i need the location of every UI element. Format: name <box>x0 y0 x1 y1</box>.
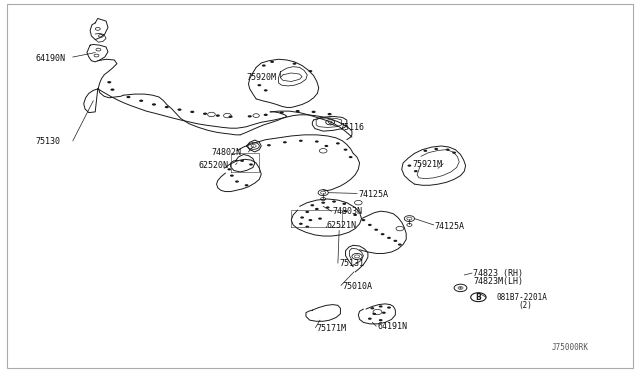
Circle shape <box>374 229 378 231</box>
Circle shape <box>283 141 287 143</box>
Circle shape <box>315 208 319 210</box>
Circle shape <box>381 233 385 235</box>
Circle shape <box>394 240 397 242</box>
Circle shape <box>240 160 244 162</box>
Circle shape <box>203 113 207 115</box>
Circle shape <box>257 84 261 86</box>
Circle shape <box>408 164 412 167</box>
Circle shape <box>460 287 462 289</box>
Circle shape <box>344 148 348 151</box>
Circle shape <box>324 145 328 147</box>
Circle shape <box>321 202 325 204</box>
Text: B: B <box>476 293 481 302</box>
Circle shape <box>382 312 386 314</box>
Text: J75000RK: J75000RK <box>551 343 588 352</box>
Circle shape <box>111 89 115 91</box>
Text: 74125A: 74125A <box>358 190 388 199</box>
Circle shape <box>296 110 300 112</box>
Text: 74803N: 74803N <box>333 208 363 217</box>
Circle shape <box>300 217 304 219</box>
Circle shape <box>362 219 365 221</box>
Circle shape <box>379 305 383 308</box>
Circle shape <box>216 115 220 117</box>
Circle shape <box>424 150 428 152</box>
Circle shape <box>308 70 312 72</box>
Circle shape <box>353 214 357 216</box>
Circle shape <box>349 156 353 158</box>
Circle shape <box>332 201 336 203</box>
Circle shape <box>227 168 231 170</box>
Circle shape <box>326 206 330 209</box>
Text: (2): (2) <box>518 301 532 310</box>
Circle shape <box>228 116 232 118</box>
Circle shape <box>230 174 234 177</box>
Text: 62521N: 62521N <box>326 221 356 230</box>
Circle shape <box>305 211 309 213</box>
Circle shape <box>446 148 450 151</box>
Circle shape <box>414 170 418 172</box>
Circle shape <box>368 318 372 320</box>
Circle shape <box>292 62 296 65</box>
Text: 64190N: 64190N <box>36 54 66 62</box>
Circle shape <box>328 113 332 115</box>
Circle shape <box>126 96 131 98</box>
Circle shape <box>310 204 314 206</box>
Text: 74823M(LH): 74823M(LH) <box>473 277 524 286</box>
Circle shape <box>435 148 438 150</box>
Circle shape <box>452 151 456 154</box>
Text: 74802N: 74802N <box>211 148 241 157</box>
Circle shape <box>372 313 376 315</box>
Circle shape <box>387 237 391 239</box>
Circle shape <box>177 109 182 111</box>
Circle shape <box>308 219 312 221</box>
Circle shape <box>264 89 268 92</box>
Circle shape <box>139 100 143 102</box>
Text: 74823 (RH): 74823 (RH) <box>473 269 524 278</box>
Circle shape <box>315 140 319 142</box>
Circle shape <box>267 144 271 146</box>
Circle shape <box>371 307 374 310</box>
Circle shape <box>368 224 372 226</box>
Circle shape <box>280 112 284 114</box>
Circle shape <box>249 163 253 166</box>
Circle shape <box>344 210 348 212</box>
Text: 74125A: 74125A <box>435 221 465 231</box>
Circle shape <box>152 103 156 106</box>
Circle shape <box>164 106 169 108</box>
Circle shape <box>398 243 402 246</box>
Circle shape <box>244 184 248 186</box>
Circle shape <box>336 142 340 144</box>
Circle shape <box>299 140 303 142</box>
Circle shape <box>318 218 322 220</box>
Text: 75010A: 75010A <box>342 282 372 291</box>
Circle shape <box>379 319 383 321</box>
Circle shape <box>264 114 268 116</box>
Circle shape <box>235 180 239 183</box>
Text: 75921M: 75921M <box>413 160 443 169</box>
Text: 62520N: 62520N <box>198 161 228 170</box>
Text: 75116: 75116 <box>339 123 364 132</box>
Circle shape <box>190 111 195 113</box>
Text: 64191N: 64191N <box>378 322 408 331</box>
Circle shape <box>342 203 346 205</box>
Text: 75920M: 75920M <box>246 73 276 82</box>
Text: 081B7-2201A: 081B7-2201A <box>496 293 547 302</box>
Text: 75130: 75130 <box>36 137 61 146</box>
Circle shape <box>387 307 391 309</box>
Text: 75131: 75131 <box>339 259 364 268</box>
Circle shape <box>270 61 274 63</box>
Circle shape <box>312 111 316 113</box>
Text: 75171M: 75171M <box>317 324 347 333</box>
Circle shape <box>299 223 303 225</box>
Circle shape <box>262 64 266 67</box>
Circle shape <box>248 115 252 118</box>
Circle shape <box>305 226 309 228</box>
Circle shape <box>108 81 111 83</box>
